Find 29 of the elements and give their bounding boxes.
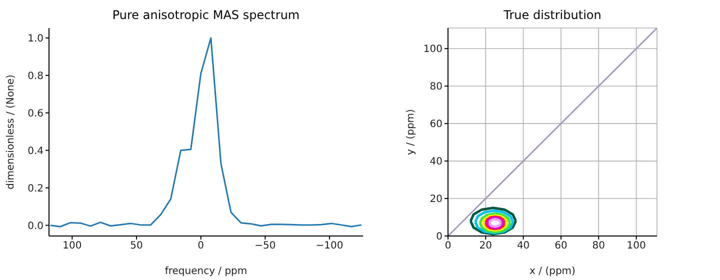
x-tick-label: 100 (626, 240, 646, 252)
y-tick-label: 20 (430, 194, 442, 206)
y-tick-label: 60 (430, 119, 442, 130)
x-tick-label: −50 (254, 240, 276, 252)
y-tick-label: 80 (430, 82, 442, 93)
y-tick-label: 100 (423, 44, 442, 56)
chart-title: True distribution (502, 8, 602, 22)
y-tick-label: 0 (436, 232, 442, 243)
chart-title: Pure anisotropic MAS spectrum (111, 8, 301, 22)
y-tick-label: 0.0 (28, 220, 44, 232)
x-axis-title: x / (ppm) (530, 266, 576, 277)
x-tick-label: −100 (316, 240, 344, 252)
y-tick-label: 0.2 (28, 183, 44, 194)
y-tick-label: 1.0 (28, 33, 44, 44)
x-tick-label: 50 (130, 240, 143, 252)
x-tick-label: 40 (516, 240, 530, 252)
y-axis-title: y / (ppm) (406, 108, 417, 155)
y-tick-label: 0.8 (28, 70, 44, 82)
y-tick-label: 0.6 (28, 108, 44, 120)
y-tick-label: 40 (430, 156, 442, 168)
x-tick-label: 0 (444, 240, 452, 252)
y-axis-title: dimensionless / (None) (6, 74, 17, 190)
y-tick-label: 0.4 (28, 146, 44, 157)
x-tick-label: 80 (592, 240, 605, 252)
x-axis-title: frequency / ppm (164, 266, 248, 277)
x-tick-label: 100 (62, 240, 82, 252)
x-tick-label: 60 (554, 240, 568, 252)
x-tick-label: 20 (479, 240, 492, 252)
x-tick-label: 0 (198, 240, 204, 252)
